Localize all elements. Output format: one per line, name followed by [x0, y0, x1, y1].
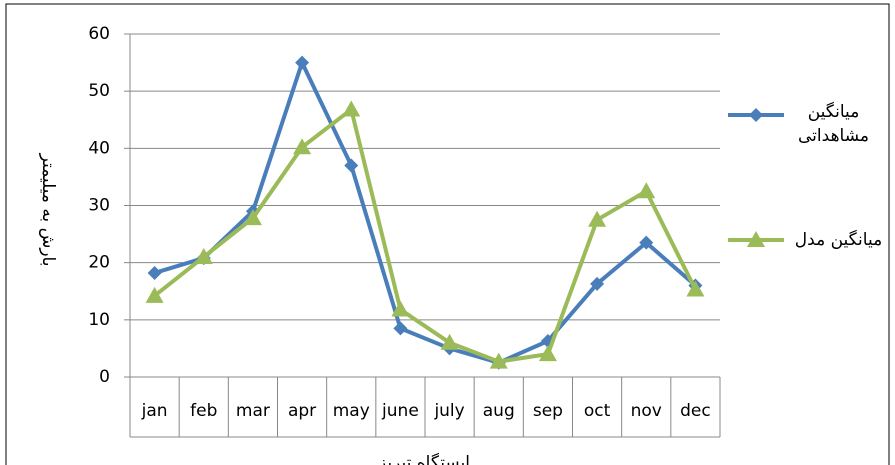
chart-border	[5, 3, 890, 465]
x-tick-label: mar	[236, 401, 270, 421]
marker	[489, 352, 508, 369]
y-axis-title: بارش به میلیمتر	[38, 153, 58, 267]
marker	[639, 235, 654, 250]
marker	[749, 108, 763, 122]
marker	[145, 286, 164, 303]
marker	[295, 55, 310, 70]
marker	[686, 280, 705, 297]
marker	[147, 265, 162, 280]
marker	[637, 182, 656, 199]
series-line	[154, 60, 697, 365]
marker	[194, 247, 213, 264]
y-tick-label: 10	[88, 310, 110, 330]
marker	[243, 209, 262, 226]
series-line	[153, 107, 698, 364]
x-tick-label: aug	[483, 401, 515, 421]
x-tick-label: apr	[288, 401, 316, 421]
marker	[391, 300, 410, 317]
y-tick-label: 60	[88, 24, 110, 44]
x-tick-label: july	[433, 401, 464, 421]
marker	[538, 345, 557, 362]
x-axis-title: ایستگاه تبریز	[377, 452, 470, 465]
x-tick-label: jan	[141, 401, 168, 421]
x-tick-label: dec	[680, 401, 711, 421]
marker	[344, 158, 359, 173]
marker	[590, 276, 605, 291]
marker	[393, 321, 408, 336]
legend-label: میانگین مشاهداتی	[798, 102, 869, 146]
y-tick-label: 20	[88, 253, 110, 273]
x-tick-label: feb	[190, 401, 217, 421]
x-tick-label: sep	[533, 401, 563, 421]
marker	[440, 333, 459, 350]
x-tick-label: may	[333, 401, 370, 421]
y-tick-label: 30	[88, 196, 110, 216]
x-tick-label: june	[381, 401, 419, 421]
y-tick-label: 50	[88, 81, 110, 101]
x-tick-label: nov	[631, 401, 662, 421]
marker	[747, 231, 765, 247]
marker	[293, 138, 312, 155]
marker	[588, 210, 607, 227]
y-tick-label: 0	[99, 367, 110, 387]
marker	[342, 100, 361, 117]
y-tick-label: 40	[88, 138, 110, 158]
x-tick-label: oct	[584, 401, 611, 421]
legend-label: میانگین مدل	[794, 230, 883, 250]
